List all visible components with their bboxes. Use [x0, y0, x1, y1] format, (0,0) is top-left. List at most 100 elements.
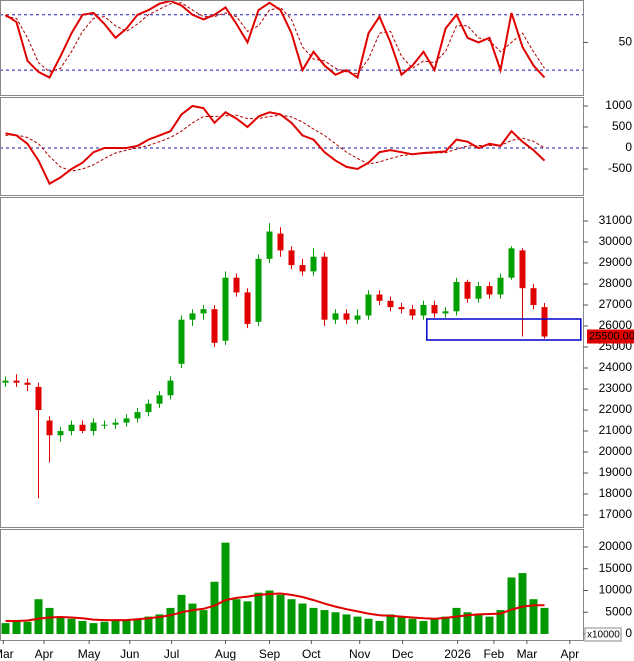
- volume-bar: [177, 594, 186, 635]
- volume-bar: [320, 610, 329, 635]
- candle-body: [486, 286, 493, 295]
- candle-body: [46, 420, 53, 436]
- volume-bar: [375, 620, 384, 635]
- x-tick-label: Jul: [164, 647, 179, 661]
- x-tick-label: Jun: [120, 647, 139, 661]
- volume-bar: [1, 623, 10, 635]
- y-tick-label: 28000: [599, 276, 633, 290]
- highlight-box: [426, 318, 582, 341]
- y-tick-label: 30000: [599, 234, 633, 248]
- y-tick-label: 10000: [599, 583, 633, 597]
- y-tick-label: 31000: [599, 213, 633, 227]
- volume-bar: [144, 616, 153, 635]
- volume-bar: [199, 610, 208, 635]
- y-tick-label: 5000: [605, 604, 632, 618]
- candle-body: [321, 256, 328, 320]
- candle-body: [442, 311, 449, 314]
- candle-body: [2, 380, 9, 383]
- volume-bar: [529, 599, 538, 635]
- indicator-line: [4, 0, 546, 80]
- volume-bar: [540, 607, 549, 635]
- panel: [1, 542, 549, 635]
- x-tick-label: Aug: [215, 647, 236, 661]
- unit-label: x10000: [587, 630, 620, 641]
- y-tick-label: 24000: [599, 360, 633, 374]
- volume-bar: [265, 590, 274, 635]
- volume-bar: [298, 603, 307, 635]
- volume-bar: [397, 616, 406, 635]
- volume-bar: [386, 614, 395, 635]
- candle-body: [519, 250, 526, 289]
- volume-bar: [331, 612, 340, 635]
- volume-bar: [485, 616, 494, 635]
- volume-bar: [441, 616, 450, 635]
- volume-bar: [507, 577, 516, 635]
- volume-bar: [342, 614, 351, 635]
- candle-body: [310, 256, 317, 272]
- volume-bar: [166, 607, 175, 635]
- candle-body: [376, 294, 383, 301]
- candle-body: [244, 292, 251, 324]
- x-tick-label: Mar: [517, 647, 538, 661]
- volume-bar: [133, 618, 142, 635]
- volume-bar: [430, 618, 439, 635]
- candle-body: [431, 305, 438, 314]
- volume-bar: [309, 607, 318, 635]
- y-tick-label: -500: [608, 161, 632, 175]
- volume-bar: [221, 542, 230, 635]
- volume-bar: [188, 603, 197, 635]
- candle-body: [508, 248, 515, 278]
- volume-bar: [463, 612, 472, 635]
- candle-body: [299, 265, 306, 272]
- last-price-label: 25500.00: [589, 330, 634, 342]
- candle-body: [156, 395, 163, 404]
- candle-body: [409, 309, 416, 316]
- candle-body: [475, 286, 482, 299]
- panel: [0, 0, 583, 80]
- x-tick-label: Nov: [349, 647, 370, 661]
- candle-body: [13, 380, 20, 383]
- candle-body: [288, 250, 295, 266]
- volume-bar: [254, 592, 263, 635]
- y-tick-label: 500: [612, 119, 632, 133]
- y-tick-label: 27000: [599, 297, 633, 311]
- last-price-box: [587, 329, 634, 344]
- volume-bar: [155, 614, 164, 635]
- volume-bar: [474, 614, 483, 635]
- volume-bar: [276, 594, 285, 635]
- volume-bar: [56, 616, 65, 635]
- unit-box: [584, 627, 622, 642]
- candle-body: [101, 424, 108, 426]
- volume-bar: [111, 620, 120, 635]
- volume-bar: [287, 599, 296, 635]
- candle-body: [222, 277, 229, 341]
- candle-body: [24, 382, 31, 385]
- volume-bar: [12, 620, 21, 635]
- candle-body: [134, 412, 141, 419]
- volume-bar: [210, 581, 219, 635]
- volume-bar: [408, 618, 417, 635]
- volume-bar: [518, 573, 527, 635]
- volume-bar: [89, 623, 98, 635]
- volume-bar: [67, 618, 76, 635]
- volume-bar: [496, 610, 505, 635]
- panel: [0, 104, 583, 186]
- volume-bar: [78, 620, 87, 635]
- y-tick-label: 23000: [599, 381, 633, 395]
- candle-body: [497, 277, 504, 295]
- volume-bar: [353, 616, 362, 635]
- x-tick-label: Apr: [35, 647, 54, 661]
- candle-body: [420, 305, 427, 316]
- y-tick-label: 17000: [599, 507, 633, 521]
- indicator-line: [5, 104, 546, 186]
- y-tick-label: 15000: [599, 561, 633, 575]
- candle-body: [332, 313, 339, 320]
- y-tick-label: 20000: [599, 539, 633, 553]
- y-tick-label: 0: [625, 626, 632, 640]
- x-tick-label: 2026: [444, 647, 471, 661]
- volume-bar: [23, 621, 32, 635]
- x-tick-label: May: [78, 647, 101, 661]
- candle-body: [123, 418, 130, 423]
